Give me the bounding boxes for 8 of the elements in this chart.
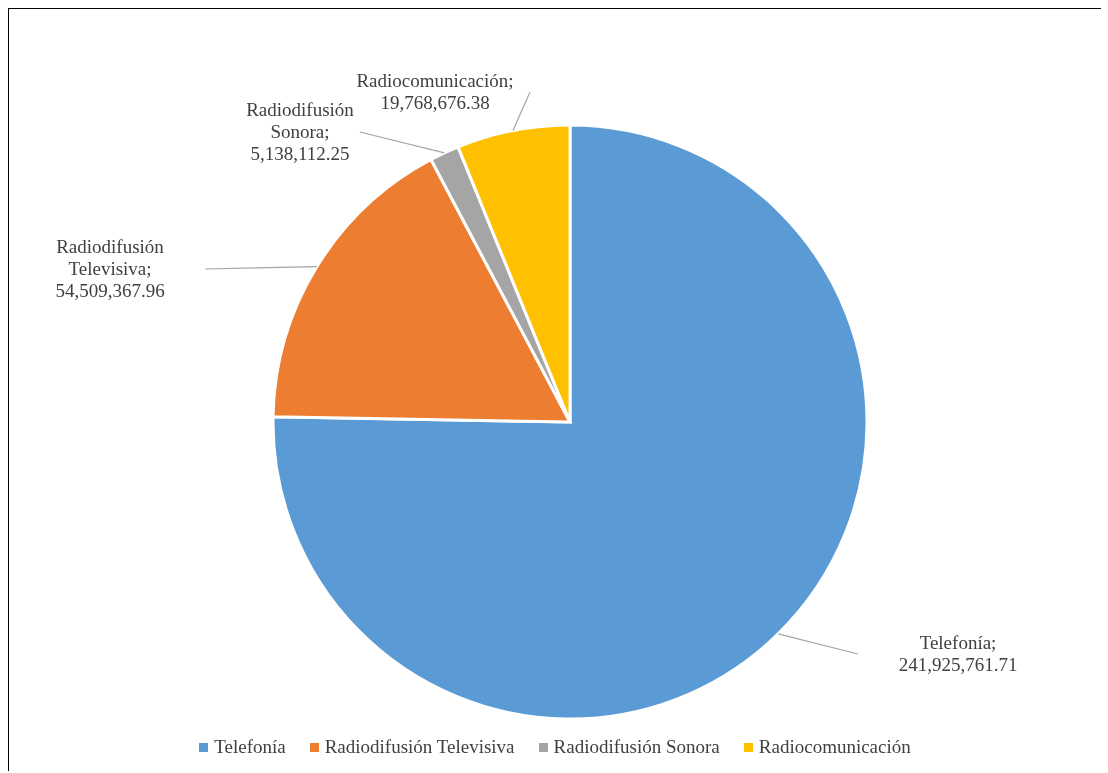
legend-label: Radiodifusión Sonora xyxy=(552,736,720,758)
data-label: Radiodifusión Televisiva; 54,509,367.96 xyxy=(55,236,165,301)
legend-label: Radiocomunicación xyxy=(757,736,911,758)
data-label: Telefonía; 241,925,761.71 xyxy=(898,632,1018,675)
data-label: Radiodifusión Sonora; 5,138,112.25 xyxy=(246,99,355,164)
legend-label: Radiodifusión Televisiva xyxy=(323,736,515,758)
legend-label: Telefonía xyxy=(213,736,286,758)
data-label: Radiocomunicación; 19,768,676.38 xyxy=(356,70,514,113)
